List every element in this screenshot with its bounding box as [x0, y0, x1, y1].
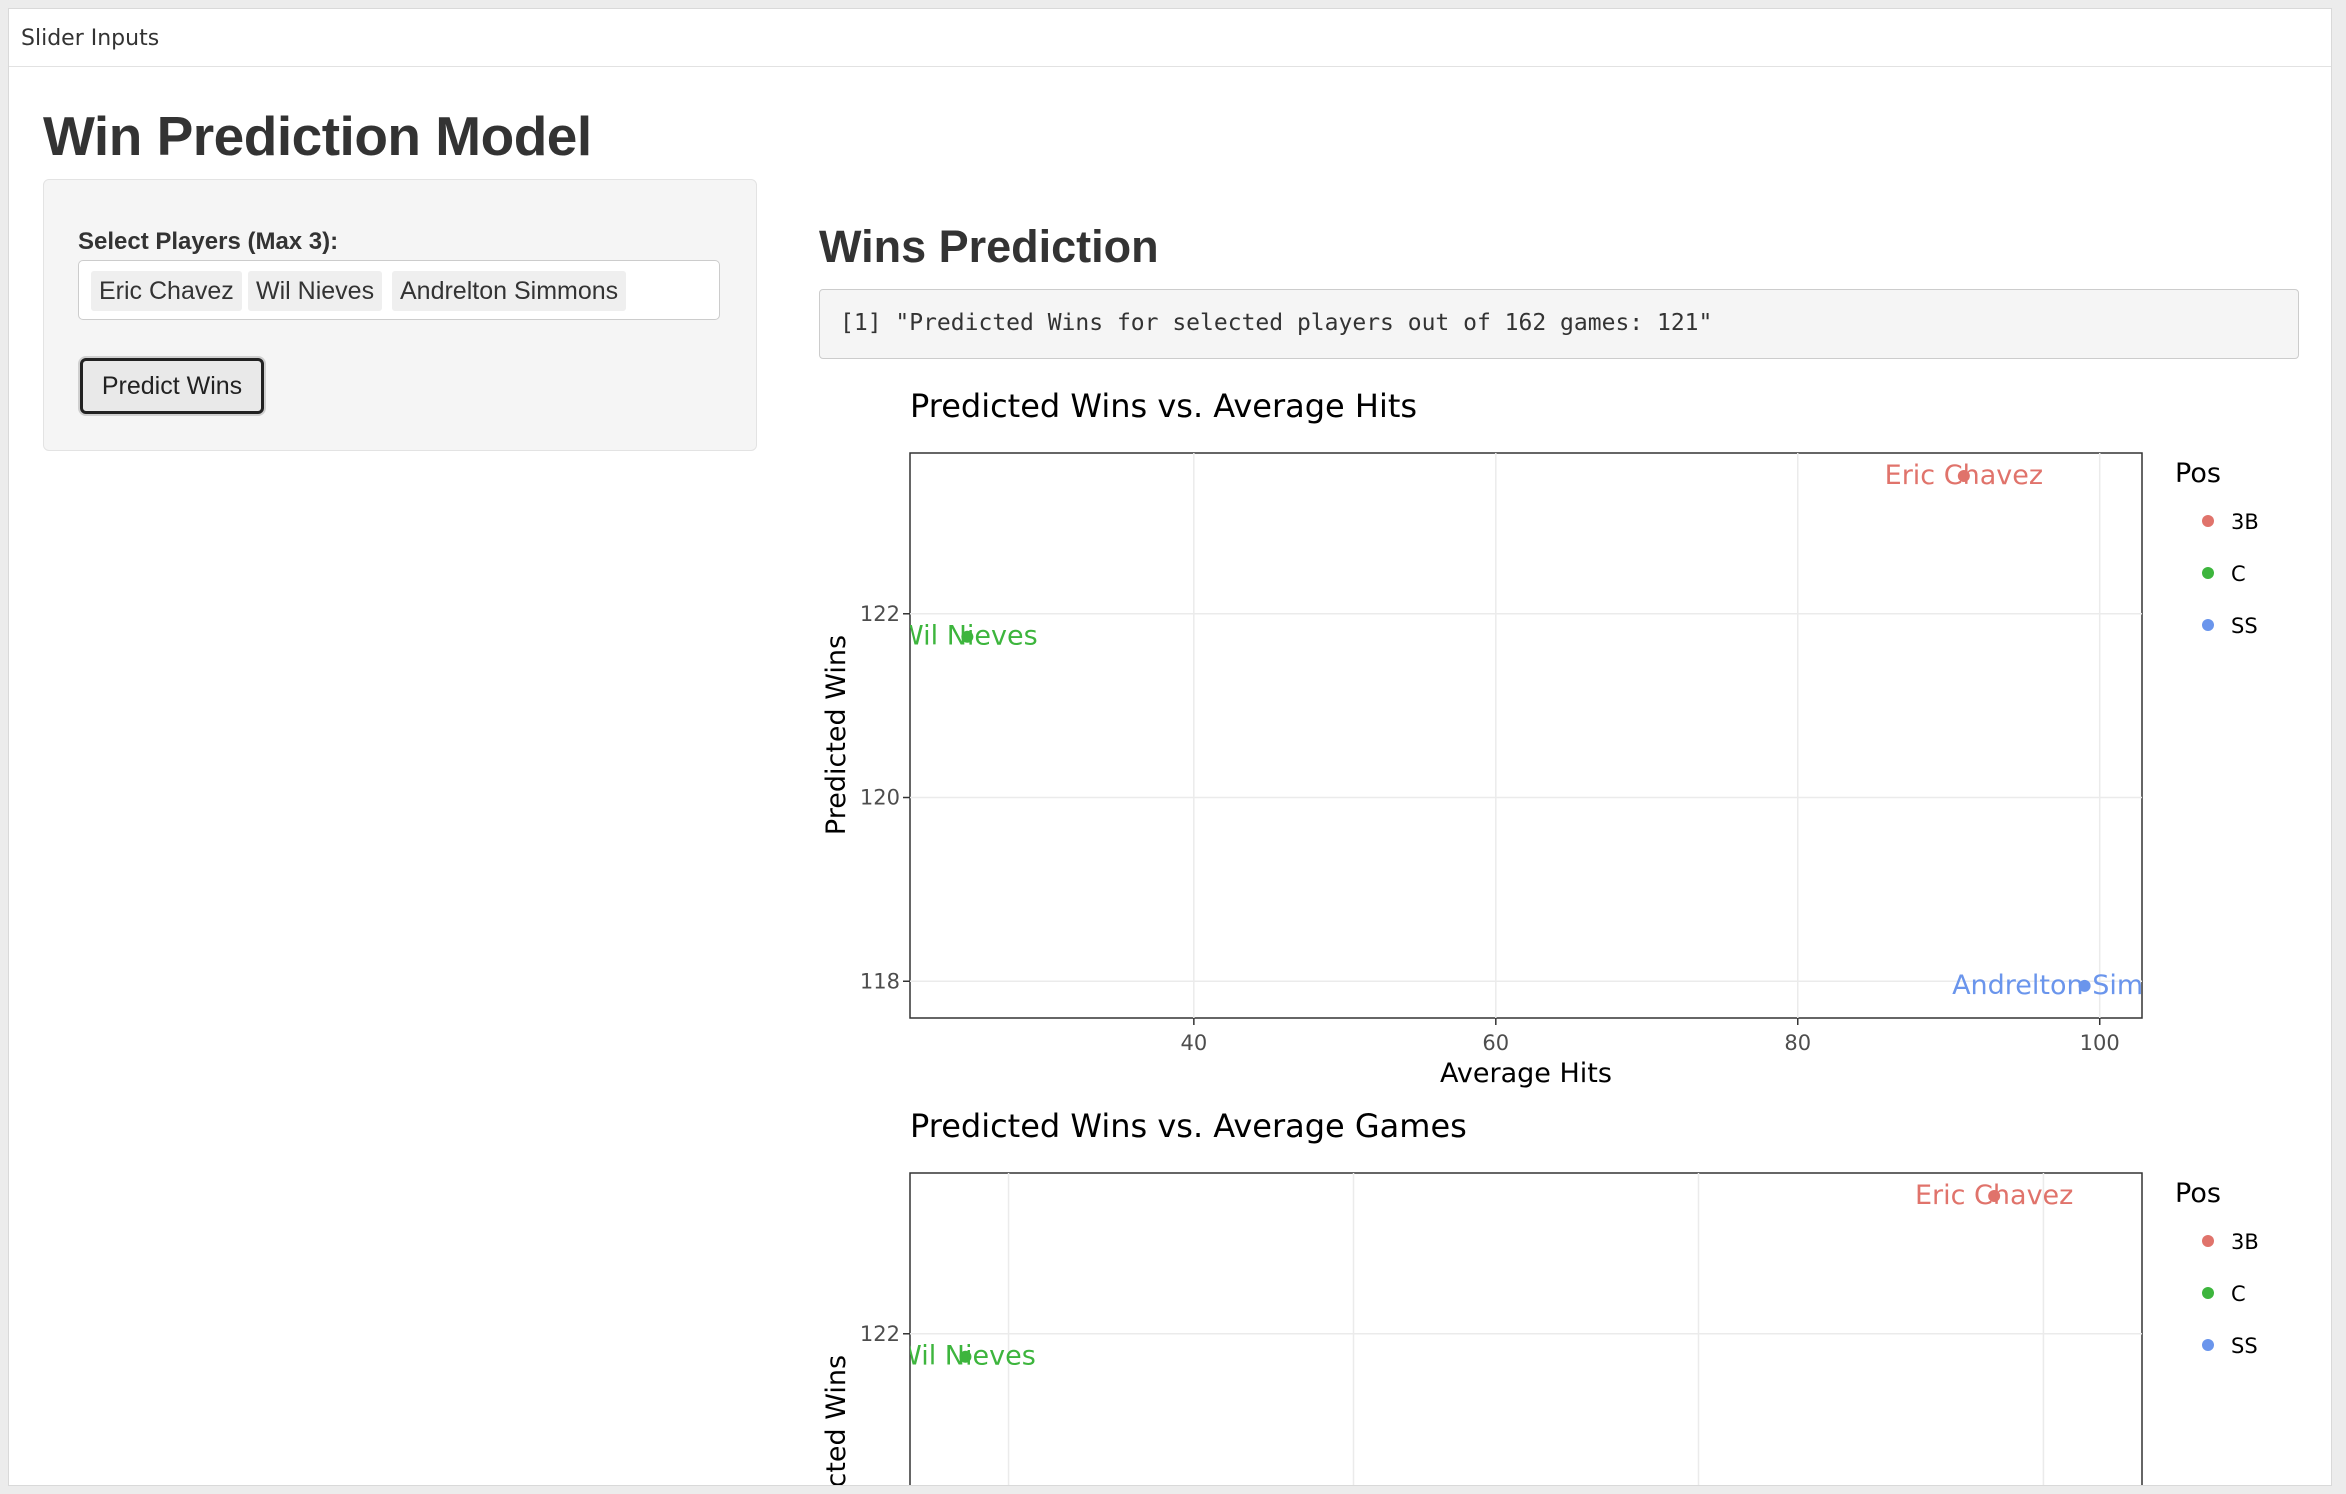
data-point-label: Andrelton Simmons [1952, 970, 2217, 1001]
prediction-output: [1] "Predicted Wins for selected players… [819, 289, 2299, 359]
navbar: Slider Inputs [9, 9, 2331, 67]
x-tick-label: 40 [1180, 1031, 1207, 1055]
legend-label: C [2231, 562, 2246, 586]
app-window: Slider Inputs Win Prediction Model Selec… [8, 8, 2332, 1486]
data-point [1957, 469, 1970, 482]
data-point-label: Eric Chavez [1915, 1180, 2073, 1211]
selected-player-chip[interactable]: Andrelton Simmons [392, 271, 627, 311]
y-axis-label: Predicted Wins [821, 1355, 852, 1485]
data-points: Eric Chavez Wil Nieves [895, 1180, 2073, 1372]
navbar-title[interactable]: Slider Inputs [21, 26, 160, 51]
legend-label: 3B [2231, 510, 2259, 534]
legend-label: C [2231, 1282, 2246, 1306]
data-point [959, 1350, 972, 1363]
legend-title: Pos [2175, 1178, 2221, 1209]
player-select-label: Select Players (Max 3): [78, 228, 339, 255]
data-points: Eric Chavez Wil Nieves Andrelton Simmons [897, 460, 2217, 1001]
legend-key [2202, 567, 2214, 579]
legend-label: SS [2231, 614, 2258, 638]
y-tick-label: 120 [860, 786, 900, 810]
x-axis-label: Average Hits [1440, 1058, 1612, 1089]
selected-player-chip[interactable]: Wil Nieves [248, 271, 383, 311]
sidebar-panel: Select Players (Max 3): Eric Chavez Wil … [43, 179, 757, 451]
axis-ticks: 122 [860, 1322, 910, 1346]
legend-key [2202, 1287, 2214, 1299]
x-tick-label: 80 [1784, 1031, 1811, 1055]
data-point-label: Wil Nieves [897, 621, 1038, 652]
legend-key [2202, 1339, 2214, 1351]
gridlines [910, 453, 2142, 1018]
hits-scatter-plot: Predicted Wins vs. Average Hits 118 120 12… [821, 387, 2259, 1089]
data-point-label: Wil Nieves [895, 1341, 1036, 1372]
y-tick-label: 122 [860, 602, 900, 626]
legend-label: 3B [2231, 1230, 2259, 1254]
x-tick-label: 100 [2080, 1031, 2120, 1055]
plot-panel [909, 452, 2143, 1019]
main-title: Wins Prediction [819, 221, 1159, 272]
selected-player-chip[interactable]: Eric Chavez [91, 271, 242, 311]
page-title: Win Prediction Model [43, 105, 592, 167]
legend-title: Pos [2175, 458, 2221, 489]
legend-label: SS [2231, 1334, 2258, 1358]
legend: Pos 3B C SS [2175, 458, 2259, 638]
axis-ticks: 118 120 122 40 60 80 100 [860, 602, 2120, 1055]
data-point [961, 630, 974, 643]
legend: Pos 3B C SS [2175, 1178, 2259, 1358]
data-point [1988, 1189, 2001, 1202]
y-axis-label: Predicted Wins [821, 635, 852, 835]
legend-key [2202, 515, 2214, 527]
data-point-label: Eric Chavez [1885, 460, 2043, 491]
prediction-output-text: [1] "Predicted Wins for selected players… [840, 310, 1713, 336]
plot-panel [909, 1172, 2143, 1485]
y-tick-label: 118 [860, 969, 900, 993]
data-point [2078, 979, 2091, 992]
x-tick-label: 60 [1482, 1031, 1509, 1055]
gridlines [910, 1173, 2142, 1485]
predict-wins-button[interactable]: Predict Wins [80, 358, 264, 414]
player-select-input[interactable]: Eric Chavez Wil Nieves Andrelton Simmons [78, 260, 720, 320]
chart-title: Predicted Wins vs. Average Hits [910, 387, 1417, 425]
legend-key [2202, 619, 2214, 631]
legend-key [2202, 1235, 2214, 1247]
y-tick-label: 122 [860, 1322, 900, 1346]
chart-title: Predicted Wins vs. Average Games [910, 1107, 1467, 1145]
games-scatter-plot: Predicted Wins vs. Average Games 122 Eri… [821, 1107, 2259, 1485]
